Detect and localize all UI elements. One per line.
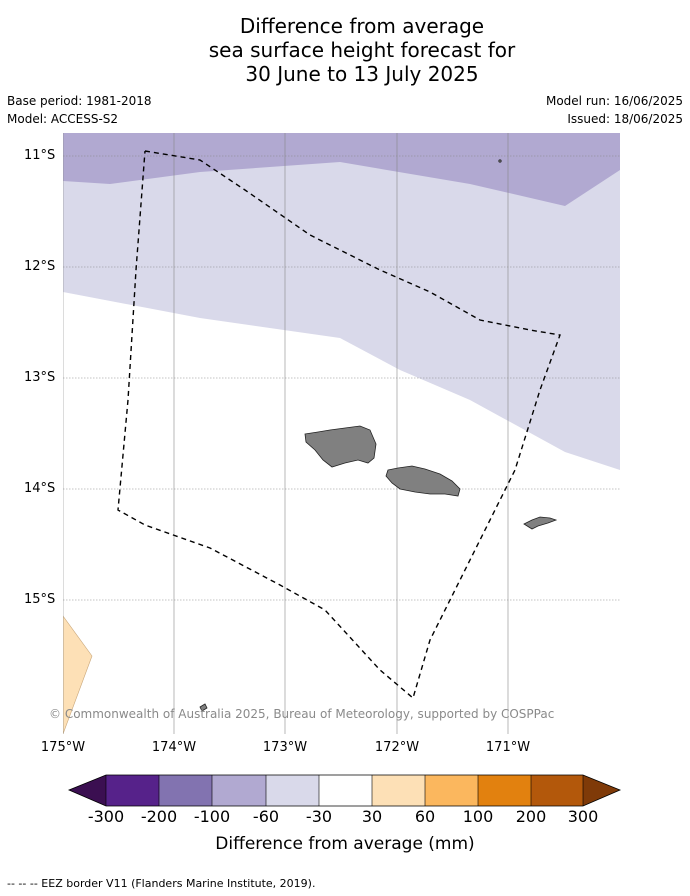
lat-label-13s: 13°S [24,370,56,385]
model-run: Model run: 16/06/2025 [545,94,683,108]
chart-title: Difference from average sea surface heig… [0,14,690,86]
colorbar-tick-label: 100 [462,807,494,826]
land-masses [199,159,558,712]
colorbar-tick-label: -30 [305,807,333,826]
lat-label-14s: 14°S [24,481,56,496]
colorbar-segment-9 [531,775,583,806]
colorbar-segment-3 [212,775,266,806]
lon-label-174w: 174°W [151,740,197,755]
colorbar-tick-label: -300 [87,807,125,826]
colorbar-segment-4 [266,775,319,806]
colorbar-tick-label: -60 [252,807,280,826]
lon-label-171w: 171°W [485,740,531,755]
region-minus-100-to-60 [63,133,620,206]
colorbar-tick-label: -100 [193,807,231,826]
colorbar-segment-8 [478,775,531,806]
title-line-3: 30 June to 13 July 2025 [245,62,479,86]
lat-label-15s: 15°S [24,592,56,607]
colorbar-extend-high [583,775,620,806]
lon-label-172w: 172°W [374,740,420,755]
title-line-1: Difference from average [239,14,485,38]
map-area [63,133,620,734]
region-plus-30-to-60 [63,615,93,734]
colorbar-tick-label: 300 [567,807,599,826]
copyright-notice: © Commonwealth of Australia 2025, Bureau… [49,707,555,721]
lon-label-175w: 175°W [40,740,86,755]
eez-border [117,150,561,700]
issued-date: Issued: 18/06/2025 [567,112,683,126]
region-minus-60-to-30 [63,133,620,470]
colorbar-title: Difference from average (mm) [215,834,475,854]
upolu-island [385,465,461,497]
colorbar-extend-low [69,775,106,806]
lat-label-11s: 11°S [24,148,56,163]
title-line-2: sea surface height forecast for [208,38,516,62]
colorbar [67,774,622,807]
lon-label-173w: 173°W [262,740,308,755]
model-name: Model: ACCESS-S2 [7,112,119,126]
colorbar-segment-1 [106,775,159,806]
colorbar-segment-2 [159,775,212,806]
colorbar-tick-label: 60 [414,807,436,826]
tutuila-island [523,516,558,530]
colorbar-tick-label: -200 [140,807,178,826]
grid-lines [63,133,620,734]
lat-label-12s: 12°S [24,259,56,274]
colorbar-tick-label: 30 [361,807,383,826]
small-islet [199,703,208,712]
small-islet-dot [498,159,502,163]
eez-footnote: -- -- -- EEZ border V11 (Flanders Marine… [7,877,316,890]
colorbar-segment-6 [372,775,425,806]
savaii-island [304,425,377,468]
base-period: Base period: 1981-2018 [7,94,152,108]
colorbar-tick-label: 200 [515,807,547,826]
colorbar-dividers [105,775,584,806]
colorbar-segment-7 [425,775,478,806]
colorbar-segment-5 [319,775,372,806]
